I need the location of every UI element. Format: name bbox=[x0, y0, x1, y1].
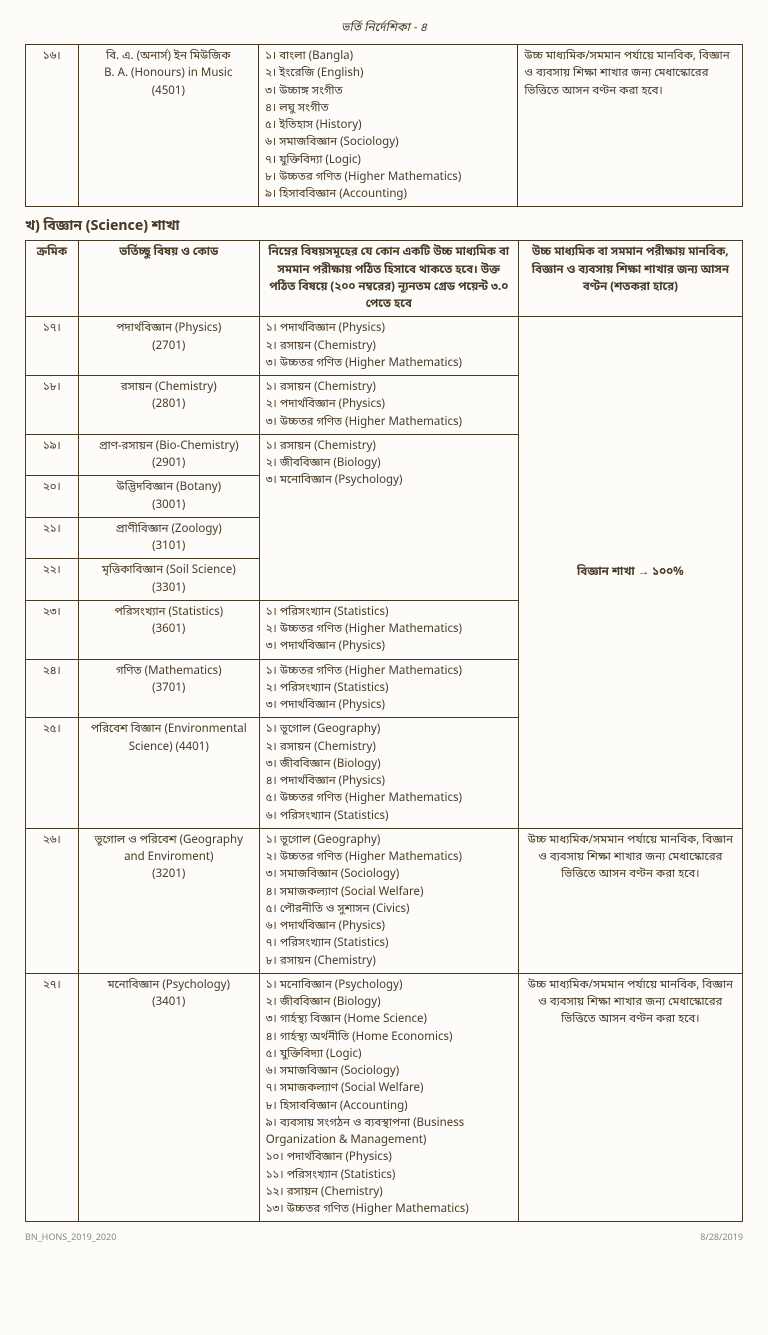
cell-subject: বি. এ. (অনার্স) ইন মিউজিক B. A. (Honours… bbox=[78, 45, 259, 207]
table-science: ক্রমিক ভর্তিচ্ছু বিষয় ও কোড নিম্নের বিষ… bbox=[25, 240, 743, 1222]
table-row: ১৬। বি. এ. (অনার্স) ইন মিউজিক B. A. (Hon… bbox=[26, 45, 743, 207]
cell-criteria: ১। পদার্থবিজ্ঞান (Physics)২। রসায়ন (Che… bbox=[259, 317, 518, 376]
cell-subject: ভূগোল ও পরিবেশ (Geography and Enviroment… bbox=[78, 828, 259, 973]
table-header-row: ক্রমিক ভর্তিচ্ছু বিষয় ও কোড নিম্নের বিষ… bbox=[26, 241, 743, 317]
subject-code: (4501) bbox=[85, 83, 253, 100]
cell-criteria: ১। ভূগোল (Geography)২। উচ্চতর গণিত (High… bbox=[259, 828, 518, 973]
cell-serial: ১৮। bbox=[26, 376, 79, 435]
header-seat: উচ্চ মাধ্যমিক বা সমমান পরীক্ষায় মানবিক,… bbox=[518, 241, 742, 317]
cell-serial: ২১। bbox=[26, 517, 79, 559]
cell-subject: রসায়ন (Chemistry)(2801) bbox=[78, 376, 259, 435]
cell-subject: পরিসংখ্যান (Statistics)(3601) bbox=[78, 600, 259, 659]
page-header: ভর্তি নির্দেশিকা - ৪ bbox=[25, 20, 743, 36]
cell-criteria: ১। ভূগোল (Geography)২। রসায়ন (Chemistry… bbox=[259, 718, 518, 829]
cell-seat: উচ্চ মাধ্যমিক/সমমান পর্যায়ে মানবিক, বিজ… bbox=[518, 45, 743, 207]
subject-en: B. A. (Honours) in Music bbox=[85, 65, 253, 82]
cell-subject: প্রাণীবিজ্ঞান (Zoology)(3101) bbox=[78, 517, 259, 559]
cell-serial: ২৬। bbox=[26, 828, 79, 973]
cell-serial: ১৭। bbox=[26, 317, 79, 376]
cell-seat: উচ্চ মাধ্যমিক/সমমান পর্যায়ে মানবিক, বিজ… bbox=[518, 828, 742, 973]
cell-serial: ২২। bbox=[26, 559, 79, 601]
cell-seat: বিজ্ঞান শাখা → ১০০% bbox=[518, 317, 742, 829]
header-serial: ক্রমিক bbox=[26, 241, 79, 317]
cell-serial: ২৭। bbox=[26, 973, 79, 1222]
cell-subject: পদার্থবিজ্ঞান (Physics)(2701) bbox=[78, 317, 259, 376]
cell-criteria: ১। উচ্চতর গণিত (Higher Mathematics)২। পর… bbox=[259, 659, 518, 718]
footer-right: 8/28/2019 bbox=[700, 1232, 743, 1244]
cell-serial: ২৪। bbox=[26, 659, 79, 718]
cell-subject: উদ্ভিদবিজ্ঞান (Botany)(3001) bbox=[78, 476, 259, 518]
cell-criteria: ১। পরিসংখ্যান (Statistics)২। উচ্চতর গণিত… bbox=[259, 600, 518, 659]
cell-serial: ২৫। bbox=[26, 718, 79, 829]
table-music: ১৬। বি. এ. (অনার্স) ইন মিউজিক B. A. (Hon… bbox=[25, 44, 743, 207]
table-row: ১৭।পদার্থবিজ্ঞান (Physics)(2701)১। পদার্… bbox=[26, 317, 743, 376]
footer-left: BN_HONS_2019_2020 bbox=[25, 1232, 116, 1244]
cell-criteria: ১। রসায়ন (Chemistry)২। পদার্থবিজ্ঞান (P… bbox=[259, 376, 518, 435]
cell-subject: পরিবেশ বিজ্ঞান (Environmental Science) (… bbox=[78, 718, 259, 829]
cell-seat: উচ্চ মাধ্যমিক/সমমান পর্যায়ে মানবিক, বিজ… bbox=[518, 973, 742, 1222]
table-row: ২৭।মনোবিজ্ঞান (Psychology)(3401)১। মনোবি… bbox=[26, 973, 743, 1222]
cell-subject: মৃত্তিকাবিজ্ঞান (Soil Science)(3301) bbox=[78, 559, 259, 601]
cell-criteria: ১। বাংলা (Bangla)২। ইংরেজি (English)৩। উ… bbox=[259, 45, 518, 207]
cell-serial: ২৩। bbox=[26, 600, 79, 659]
cell-serial: ২০। bbox=[26, 476, 79, 518]
cell-subject: গণিত (Mathematics)(3701) bbox=[78, 659, 259, 718]
header-criteria: নিম্নের বিষয়সমূহের যে কোন একটি উচ্চ মাধ… bbox=[259, 241, 518, 317]
cell-criteria: ১। রসায়ন (Chemistry)২। জীববিজ্ঞান (Biol… bbox=[259, 434, 518, 600]
cell-criteria: ১। মনোবিজ্ঞান (Psychology)২। জীববিজ্ঞান … bbox=[259, 973, 518, 1222]
subject-bn: বি. এ. (অনার্স) ইন মিউজিক bbox=[85, 48, 253, 65]
header-subject: ভর্তিচ্ছু বিষয় ও কোড bbox=[78, 241, 259, 317]
cell-serial: ১৬। bbox=[26, 45, 79, 207]
page-footer: BN_HONS_2019_2020 8/28/2019 bbox=[25, 1232, 743, 1244]
cell-serial: ১৯। bbox=[26, 434, 79, 476]
cell-subject: মনোবিজ্ঞান (Psychology)(3401) bbox=[78, 973, 259, 1222]
table-row: ২৬।ভূগোল ও পরিবেশ (Geography and Envirom… bbox=[26, 828, 743, 973]
section-title: খ) বিজ্ঞান (Science) শাখা bbox=[25, 217, 743, 236]
cell-subject: প্রাণ-রসায়ন (Bio-Chemistry)(2901) bbox=[78, 434, 259, 476]
